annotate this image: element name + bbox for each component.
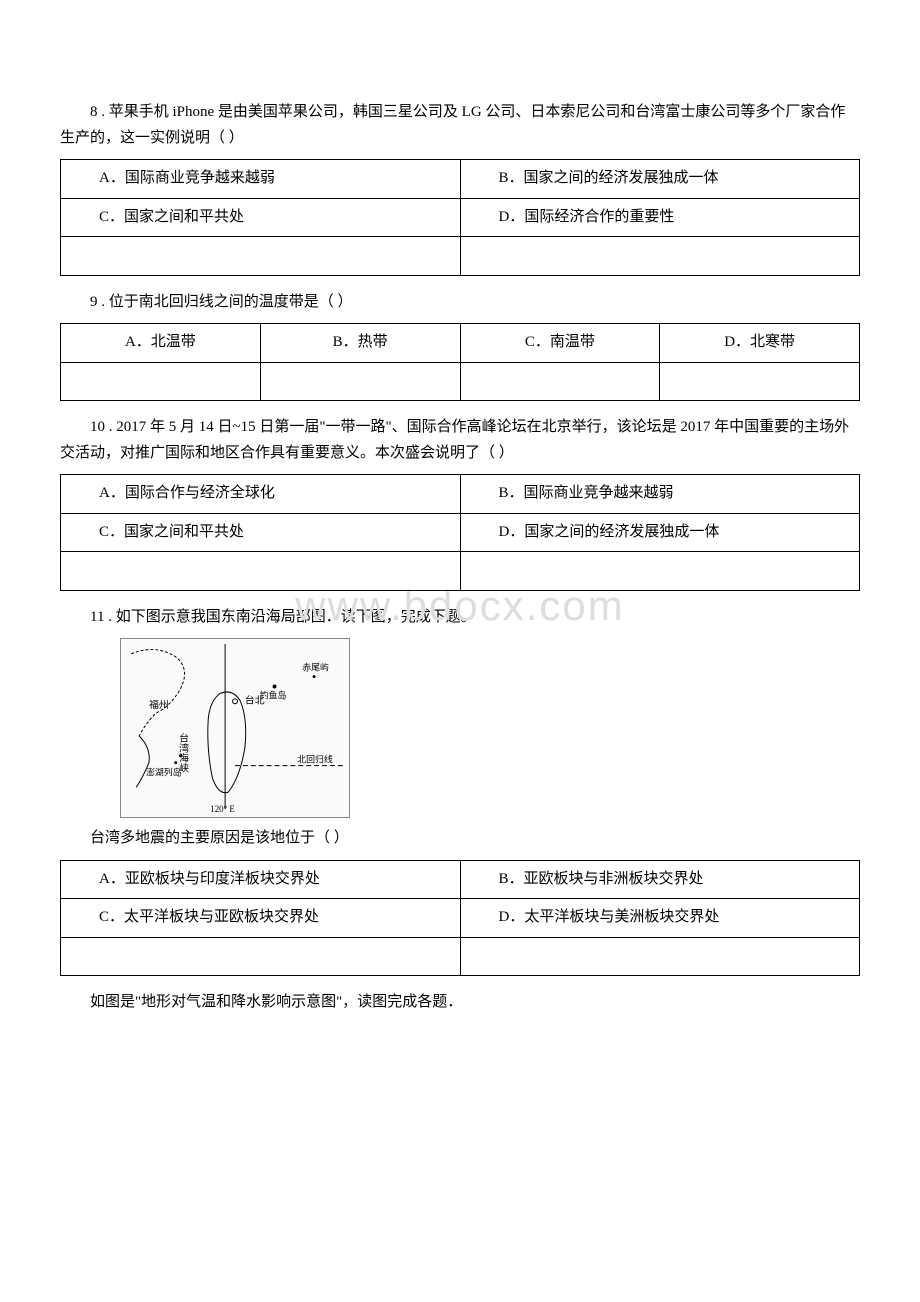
question-11-options-table: A．亚欧板块与印度洋板块交界处 B．亚欧板块与非洲板块交界处 C．太平洋板块与亚…	[60, 860, 860, 977]
q9-empty-cell	[660, 362, 860, 401]
q11-option-d: D．太平洋板块与美洲板块交界处	[460, 899, 860, 938]
map-label-penghu: 澎湖列岛	[146, 766, 182, 777]
q9-empty-cell	[260, 362, 460, 401]
question-12-text: 如图是"地形对气温和降水影响示意图"，读图完成各题．	[60, 990, 860, 1016]
q10-option-a: A．国际合作与经济全球化	[61, 475, 461, 514]
question-12: 如图是"地形对气温和降水影响示意图"，读图完成各题．	[60, 990, 860, 1016]
q10-empty-cell	[61, 552, 461, 591]
map-label-diaoyudao: 钓鱼岛	[260, 689, 287, 700]
q9-empty-cell	[460, 362, 660, 401]
question-9-options-table: A．北温带 B．热带 C．南温带 D．北寒带	[60, 323, 860, 401]
question-10-options-table: A．国际合作与经济全球化 B．国际商业竞争越来越弱 C．国家之间和平共处 D．国…	[60, 474, 860, 591]
taiwan-map-image: 福州 台北 钓鱼岛 赤尾屿 台湾海峡 澎湖列岛 北回归线 120° E	[120, 638, 350, 818]
q8-option-c: C．国家之间和平共处	[61, 198, 461, 237]
q10-option-c: C．国家之间和平共处	[61, 513, 461, 552]
question-11-text: 11 . 如下图示意我国东南沿海局部图．读下图，完成下题。	[60, 605, 860, 631]
question-9: 9 . 位于南北回归线之间的温度带是（ ） A．北温带 B．热带 C．南温带 D…	[60, 290, 860, 402]
q11-empty-cell	[460, 937, 860, 976]
q8-empty-cell	[460, 237, 860, 276]
q11-empty-cell	[61, 937, 461, 976]
map-label-chiweiyu: 赤尾屿	[302, 663, 329, 673]
q9-option-b: B．热带	[260, 324, 460, 363]
q11-option-b: B．亚欧板块与非洲板块交界处	[460, 860, 860, 899]
q8-option-a: A．国际商业竞争越来越弱	[61, 160, 461, 199]
map-svg: 福州 台北 钓鱼岛 赤尾屿 台湾海峡 澎湖列岛 北回归线 120° E	[121, 639, 349, 817]
q9-option-c: C．南温带	[460, 324, 660, 363]
question-11-sub: 台湾多地震的主要原因是该地位于（ ）	[60, 826, 860, 852]
map-label-lon: 120° E	[210, 804, 235, 814]
q8-option-d: D．国际经济合作的重要性	[460, 198, 860, 237]
question-8-options-table: A．国际商业竞争越来越弱 B．国家之间的经济发展独成一体 C．国家之间和平共处 …	[60, 159, 860, 276]
question-10-text: 10 . 2017 年 5 月 14 日~15 日第一届"一带一路"、国际合作高…	[60, 415, 860, 466]
map-label-strait: 台湾海峡	[177, 732, 189, 773]
question-11: 11 . 如下图示意我国东南沿海局部图．读下图，完成下题。 福州 台北 钓鱼岛 …	[60, 605, 860, 977]
q10-empty-cell	[460, 552, 860, 591]
question-8-text: 8 . 苹果手机 iPhone 是由美国苹果公司，韩国三星公司及 LG 公司、日…	[60, 100, 860, 151]
q11-option-c: C．太平洋板块与亚欧板块交界处	[61, 899, 461, 938]
question-8: 8 . 苹果手机 iPhone 是由美国苹果公司，韩国三星公司及 LG 公司、日…	[60, 100, 860, 276]
question-9-text: 9 . 位于南北回归线之间的温度带是（ ）	[60, 290, 860, 316]
q9-empty-cell	[61, 362, 261, 401]
q8-empty-cell	[61, 237, 461, 276]
map-label-tropic: 北回归线	[297, 754, 333, 765]
q11-option-a: A．亚欧板块与印度洋板块交界处	[61, 860, 461, 899]
question-10: 10 . 2017 年 5 月 14 日~15 日第一届"一带一路"、国际合作高…	[60, 415, 860, 591]
q10-option-d: D．国家之间的经济发展独成一体	[460, 513, 860, 552]
map-label-fuzhou: 福州	[149, 698, 169, 711]
q8-option-b: B．国家之间的经济发展独成一体	[460, 160, 860, 199]
q9-option-d: D．北寒带	[660, 324, 860, 363]
q10-option-b: B．国际商业竞争越来越弱	[460, 475, 860, 514]
q9-option-a: A．北温带	[61, 324, 261, 363]
